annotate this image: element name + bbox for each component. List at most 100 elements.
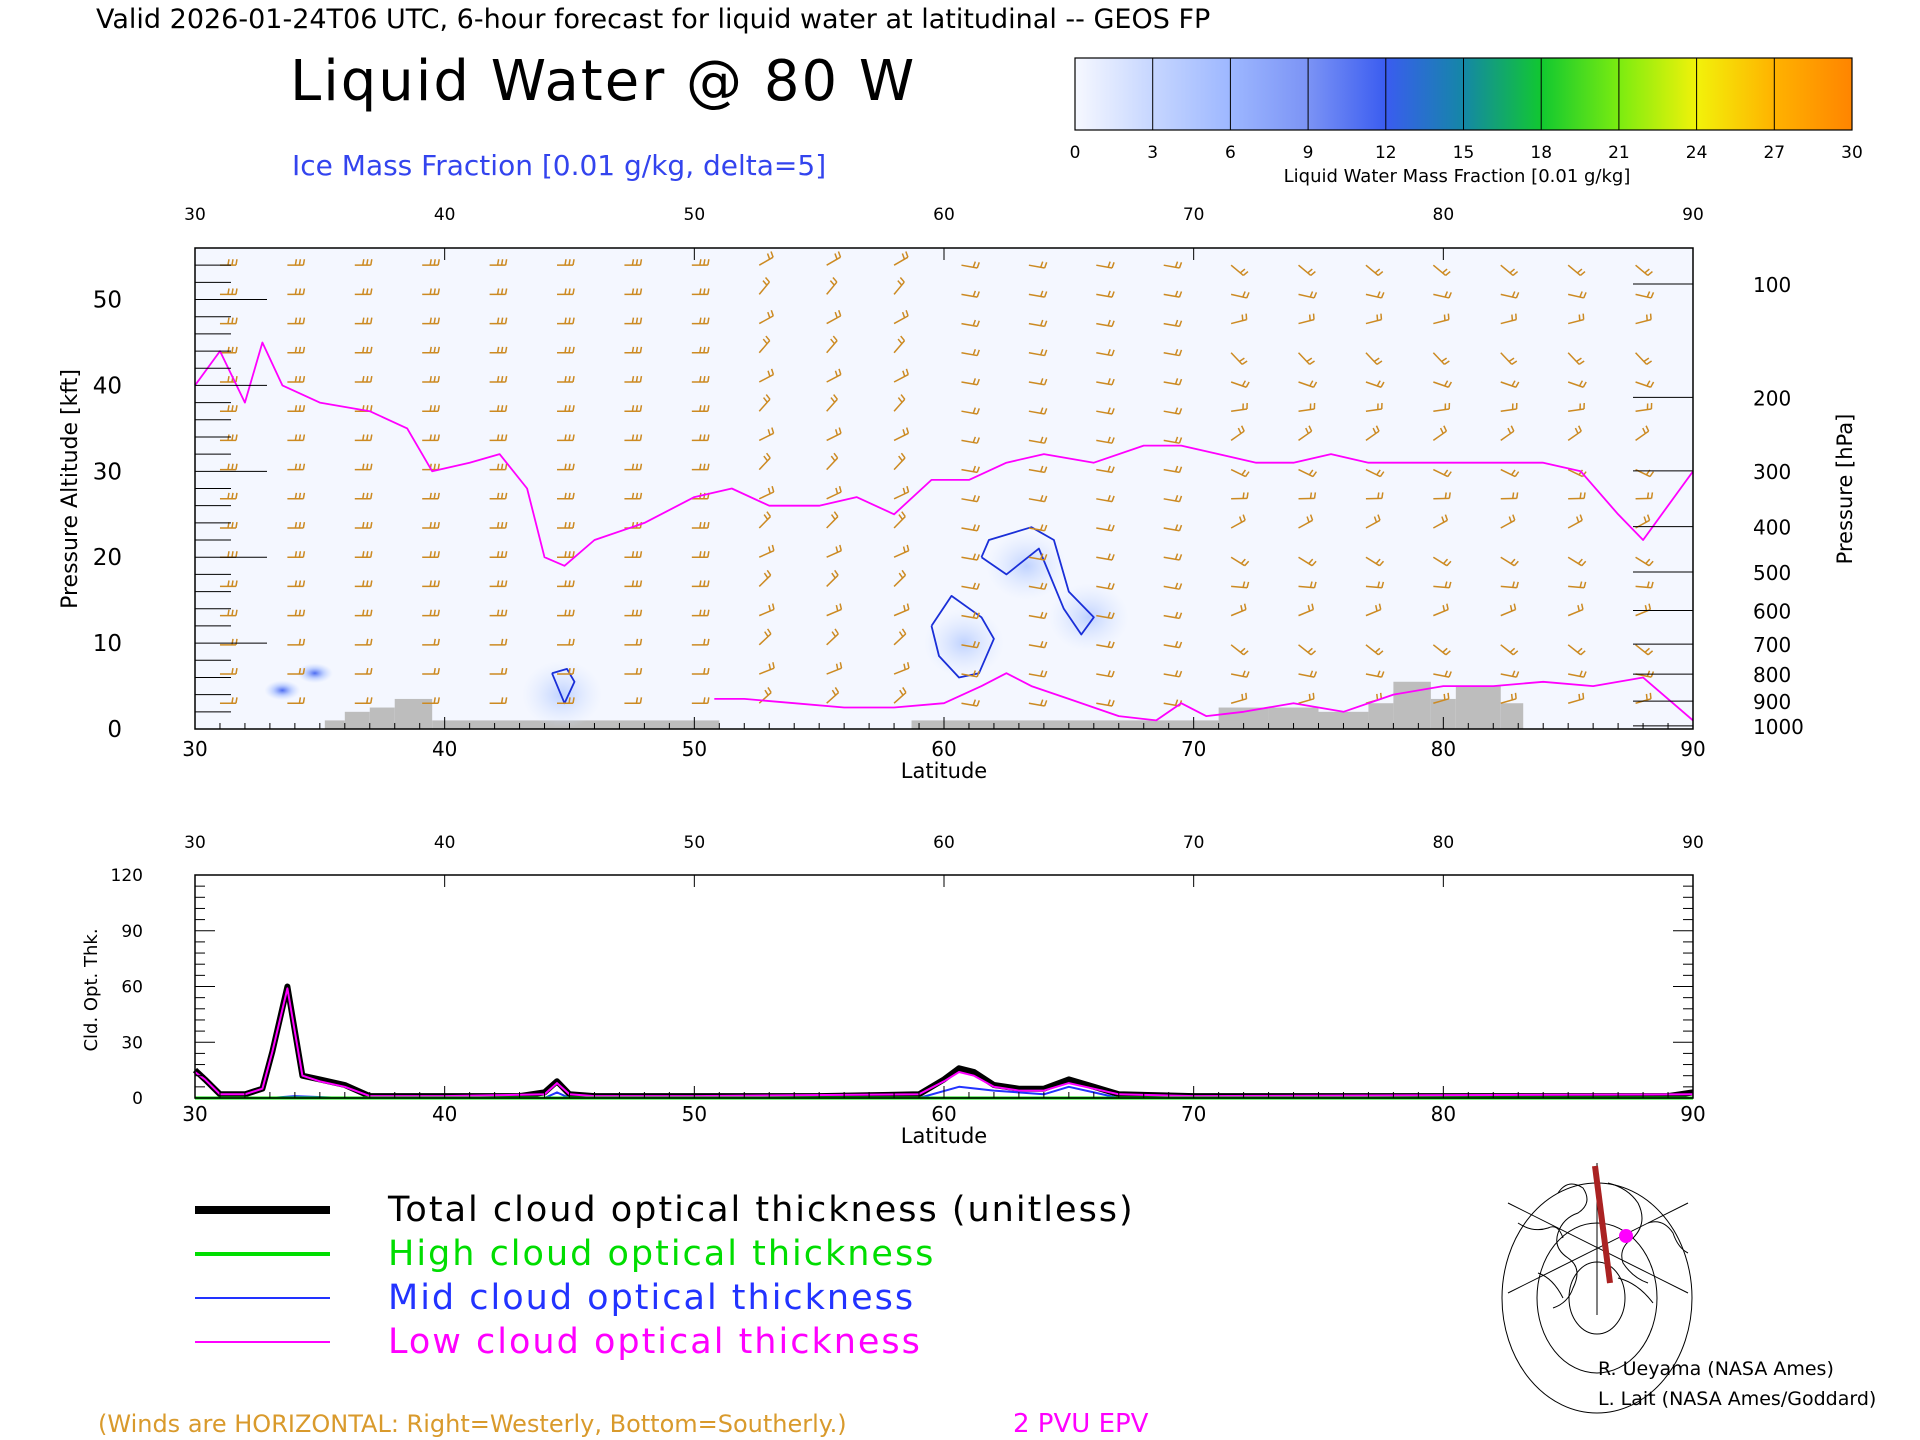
wind-barb: [422, 638, 440, 646]
wind-barb: [557, 580, 575, 588]
wind-barb: [1163, 641, 1183, 649]
main-x-axis-label: Latitude: [901, 759, 987, 783]
wind-barb: [1163, 436, 1183, 444]
wind-barb: [1365, 644, 1384, 656]
wind-barb: [1028, 611, 1048, 620]
wind-barb: [1500, 692, 1517, 704]
wind-barb: [1500, 492, 1519, 500]
legend-label: Mid cloud optical thickness: [388, 1278, 915, 1318]
wind-barb: [758, 662, 775, 675]
wind-barb: [354, 667, 373, 675]
wind-barb: [691, 521, 710, 529]
wind-barb: [758, 251, 774, 266]
x-tick-label: 40: [432, 1102, 457, 1126]
colorbar-bin: [1618, 58, 1698, 130]
wind-barb: [1567, 556, 1587, 567]
wind-barb: [422, 259, 440, 266]
wind-barb: [1096, 524, 1115, 532]
wind-barb: [1500, 402, 1518, 412]
wind-barb: [893, 603, 910, 617]
wind-barb: [1568, 581, 1587, 589]
wind-barb: [961, 670, 980, 678]
wind-barb: [219, 580, 238, 588]
wind-barb: [893, 335, 906, 354]
wind-barb: [961, 524, 980, 532]
wind-barb: [624, 667, 643, 675]
y-tick-label: 90: [121, 922, 143, 942]
wind-barb: [758, 628, 772, 646]
x-tick-label: 60: [931, 1102, 956, 1126]
wind-barb: [961, 611, 980, 620]
wind-barb: [1567, 514, 1583, 529]
wind-barb: [1298, 603, 1315, 617]
colorbar-bin: [1308, 58, 1387, 130]
wind-barb: [557, 405, 575, 412]
wind-barb: [1433, 492, 1451, 500]
wind-barb: [1028, 319, 1048, 328]
wind-barb: [287, 317, 306, 325]
wind-barb: [691, 463, 710, 471]
wind-barbs-layer: [219, 251, 1655, 707]
wind-barb: [624, 375, 643, 383]
wind-barb: [354, 288, 373, 296]
wind-barb: [557, 667, 575, 675]
wind-barb: [219, 667, 238, 675]
wind-barb: [1500, 581, 1519, 589]
wind-barb: [1096, 641, 1115, 649]
wind-barb: [826, 251, 842, 266]
colorbar-bin: [1075, 58, 1154, 130]
wind-barb: [219, 638, 238, 646]
wind-barb: [1028, 494, 1048, 503]
wind-barb: [1500, 425, 1515, 442]
wind-barb: [826, 662, 843, 675]
pressure-tick-label: 700: [1753, 633, 1791, 657]
wind-barb: [624, 463, 643, 471]
wind-barb: [691, 259, 710, 266]
wind-barb: [1500, 468, 1520, 478]
wind-barb: [1096, 670, 1115, 678]
lower-x-axis-label: Latitude: [901, 1124, 987, 1148]
wind-barb: [1365, 603, 1382, 617]
wind-barb: [758, 335, 771, 354]
wind-barb: [1230, 291, 1250, 299]
colorbar-bin: [1541, 58, 1620, 130]
wind-barb: [219, 375, 238, 383]
wind-barb: [1568, 670, 1587, 678]
wind-barb: [826, 452, 839, 471]
wind-barb: [354, 375, 373, 383]
wind-barb: [1567, 692, 1585, 704]
x-tick-label: 90: [1680, 1102, 1705, 1126]
wind-barb: [1096, 494, 1115, 503]
wind-barb: [1433, 603, 1449, 617]
wind-barb: [1500, 603, 1517, 617]
wind-barb: [287, 346, 306, 354]
wind-barb: [557, 317, 575, 325]
wind-barb: [826, 394, 838, 412]
wind-barb: [1433, 670, 1452, 678]
wind-barb: [893, 544, 910, 558]
wind-barb: [1096, 261, 1115, 269]
wind-barb: [893, 511, 906, 529]
wind-barb: [1635, 644, 1654, 656]
wind-barb: [961, 494, 980, 503]
wind-barb: [1028, 348, 1048, 357]
ice-contour: [551, 668, 576, 705]
ice-blob: [986, 531, 1067, 600]
wind-barb: [557, 434, 575, 442]
wind-barb: [1500, 380, 1520, 388]
colorbar-tick-label: 12: [1375, 143, 1397, 163]
top-x-tick-label: 60: [933, 833, 955, 853]
wind-barb: [1096, 319, 1115, 328]
ice-contour: [930, 595, 995, 679]
wind-barb: [557, 609, 575, 617]
wind-barb: [287, 259, 306, 266]
wind-barb: [1635, 425, 1650, 442]
wind-barb: [489, 492, 508, 500]
pressure-tick-label: 600: [1753, 600, 1791, 624]
wind-barb: [1028, 699, 1048, 707]
wind-barb: [1567, 264, 1586, 277]
wind-barb: [1028, 290, 1048, 298]
wind-barb: [1298, 468, 1318, 478]
wind-barb: [422, 288, 440, 296]
